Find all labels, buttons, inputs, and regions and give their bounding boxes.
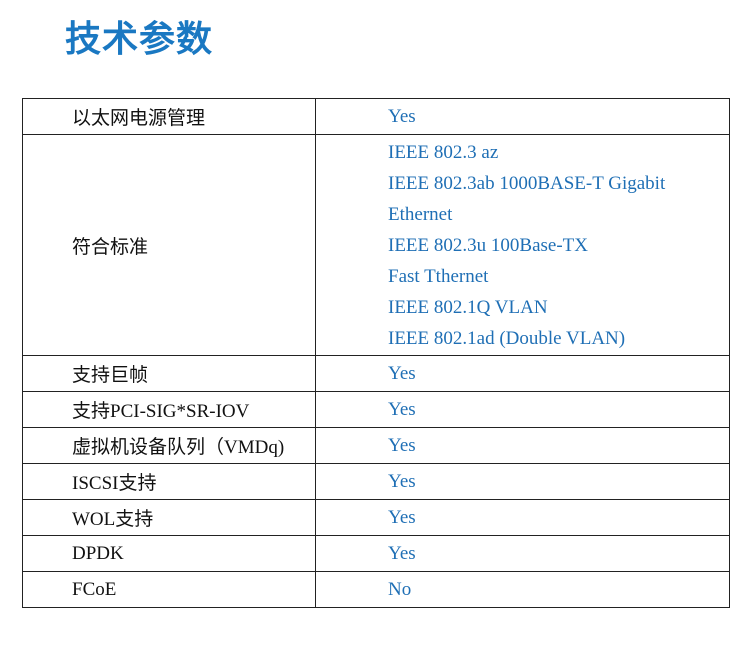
table-row: DPDK Yes bbox=[22, 535, 730, 572]
value-line: Yes bbox=[388, 435, 416, 456]
value-line: IEEE 802.1Q VLAN bbox=[388, 297, 548, 318]
row-label: 支持巨帧 bbox=[22, 355, 316, 392]
row-label: 符合标准 bbox=[22, 134, 316, 356]
table-row: FCoE No bbox=[22, 571, 730, 608]
table-row: ISCSI支持 Yes bbox=[22, 463, 730, 500]
value-line: No bbox=[388, 579, 412, 600]
spec-table: 以太网电源管理 Yes 符合标准 IEEE 802.3 az IEEE 802.3ab … bbox=[22, 98, 730, 608]
value-line: IEEE 802.1ad (Double VLAN) bbox=[388, 328, 626, 349]
table-row: WOL支持 Yes bbox=[22, 499, 730, 536]
value-line: Yes bbox=[388, 399, 416, 420]
row-label: 虚拟机设备队列（VMDq) bbox=[22, 427, 316, 464]
row-value: Yes bbox=[315, 391, 730, 428]
value-line: Yes bbox=[388, 471, 416, 492]
row-label: 以太网电源管理 bbox=[22, 98, 316, 135]
row-value: Yes bbox=[315, 535, 730, 572]
value-line: Yes bbox=[388, 106, 416, 127]
page-title: 技术参数 bbox=[65, 19, 214, 60]
value-line: Yes bbox=[388, 507, 416, 528]
table-row: 以太网电源管理 Yes bbox=[22, 98, 730, 135]
row-value: Yes bbox=[315, 355, 730, 392]
row-label: WOL支持 bbox=[22, 499, 316, 536]
value-line: Yes bbox=[388, 543, 416, 564]
row-value: IEEE 802.3 az IEEE 802.3ab 1000BASE-T Gig… bbox=[315, 134, 730, 356]
table-row: 符合标准 IEEE 802.3 az IEEE 802.3ab 1000BASE-T… bbox=[22, 134, 730, 356]
table-row: 虚拟机设备队列（VMDq) Yes bbox=[22, 427, 730, 464]
row-label: DPDK bbox=[22, 535, 316, 572]
value-line: Yes bbox=[388, 363, 416, 384]
table-row: 支持PCI-SIG*SR-IOV Yes bbox=[22, 391, 730, 428]
value-line: Ethernet bbox=[388, 204, 453, 225]
row-value: Yes bbox=[315, 499, 730, 536]
row-value: Yes bbox=[315, 98, 730, 135]
row-value: No bbox=[315, 571, 730, 608]
value-line: IEEE 802.3u 100Base-TX bbox=[388, 235, 588, 256]
row-value: Yes bbox=[315, 427, 730, 464]
value-line: Fast Tthernet bbox=[388, 266, 489, 287]
row-value: Yes bbox=[315, 463, 730, 500]
row-label: FCoE bbox=[22, 571, 316, 608]
row-label: ISCSI支持 bbox=[22, 463, 316, 500]
value-line: IEEE 802.3 az bbox=[388, 142, 499, 163]
table-row: 支持巨帧 Yes bbox=[22, 355, 730, 392]
row-label: 支持PCI-SIG*SR-IOV bbox=[22, 391, 316, 428]
value-line: IEEE 802.3ab 1000BASE-T Gigabit bbox=[388, 173, 666, 194]
